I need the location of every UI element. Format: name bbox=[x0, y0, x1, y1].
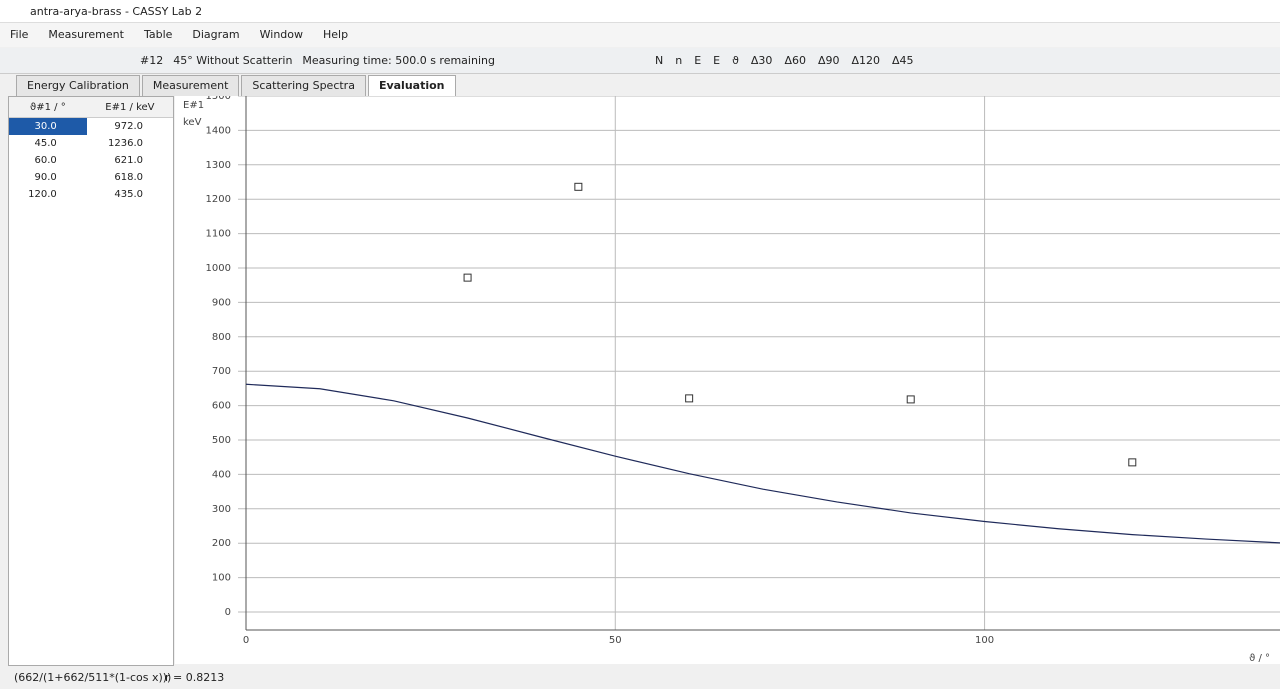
x-tick-label: 50 bbox=[609, 635, 622, 646]
table-panel: ϑ#1 / ° E#1 / keV 30.0 972.0 45.0 1236.0 60.0 6… bbox=[8, 96, 174, 666]
menu-item[interactable]: Diagram bbox=[192, 28, 240, 41]
symbol-button[interactable]: Δ120 bbox=[851, 54, 881, 67]
x-tick-label: 0 bbox=[243, 635, 249, 646]
table-row[interactable]: 45.0 1236.0 bbox=[9, 135, 173, 152]
data-point bbox=[906, 395, 915, 404]
menu-item[interactable]: Help bbox=[323, 28, 349, 41]
symbol-button[interactable]: N bbox=[654, 54, 664, 67]
tab[interactable]: Measurement bbox=[141, 75, 240, 96]
tab[interactable]: Evaluation bbox=[367, 75, 456, 96]
table-cell: 30.0 bbox=[9, 117, 87, 135]
data-point bbox=[463, 273, 472, 282]
x-tick-label: 100 bbox=[975, 635, 994, 646]
window-title: antra-arya-brass - CASSY Lab 2 bbox=[30, 5, 203, 18]
symbol-button[interactable]: Δ30 bbox=[750, 54, 773, 67]
tab[interactable]: Scattering Spectra bbox=[241, 75, 366, 96]
data-point bbox=[574, 182, 583, 191]
table-cell: 120.0 bbox=[28, 189, 57, 200]
table-cell: 972.0 bbox=[114, 121, 143, 132]
y-tick-label: 1200 bbox=[206, 194, 231, 205]
y-tick-label: 1300 bbox=[206, 160, 231, 171]
symbol-button[interactable]: Δ90 bbox=[817, 54, 840, 67]
y-tick-label: 1100 bbox=[206, 229, 231, 240]
column-header: E#1 / keV bbox=[86, 97, 173, 118]
table-cell: 621.0 bbox=[114, 155, 143, 166]
table-cell: 435.0 bbox=[114, 189, 143, 200]
symbol-button[interactable]: Δ60 bbox=[784, 54, 806, 67]
table-cell: 60.0 bbox=[34, 155, 57, 166]
y-tick-label: 600 bbox=[212, 401, 231, 412]
menu-bar: File Measurement Table Diagram Window Help bbox=[0, 23, 1280, 47]
measurement-select[interactable]: #12 bbox=[140, 54, 164, 67]
table-cell: 1236.0 bbox=[108, 138, 143, 149]
tab[interactable]: Energy Calibration bbox=[16, 75, 140, 96]
title-bar: antra-arya-brass - CASSY Lab 2 bbox=[0, 0, 1280, 23]
menu-item[interactable]: Table bbox=[143, 28, 173, 41]
status-bar: (662/(1+662/511*(1-cos x))) r = 0.8213 bbox=[0, 666, 1280, 689]
correlation: r = 0.8213 bbox=[165, 671, 225, 684]
data-point bbox=[1128, 458, 1137, 467]
symbol-button[interactable]: n bbox=[675, 54, 683, 67]
symbol-button[interactable]: ϑ bbox=[732, 54, 739, 67]
y-tick-label: 700 bbox=[212, 366, 231, 377]
y-axis-label: E#1 bbox=[183, 100, 204, 111]
timer[interactable]: Measuring time: 500.0 s remaining bbox=[302, 54, 495, 67]
menu-item[interactable]: Window bbox=[259, 28, 304, 41]
table-cell: 618.0 bbox=[114, 172, 143, 183]
data-table: ϑ#1 / ° E#1 / keV 30.0 972.0 45.0 1236.0 60.0 6… bbox=[9, 97, 173, 203]
y-tick-label: 400 bbox=[212, 469, 231, 480]
x-axis-label: ϑ / ° bbox=[1249, 653, 1270, 664]
table-cell: 90.0 bbox=[34, 172, 57, 183]
table-row[interactable]: 60.0 621.0 bbox=[9, 152, 173, 169]
menu-item[interactable]: Measurement bbox=[48, 28, 124, 41]
chart: E#1 keV ϑ / ° 01002003004005006007008009… bbox=[175, 96, 1280, 664]
fit-curve bbox=[245, 383, 1280, 544]
y-tick-label: 100 bbox=[212, 573, 231, 584]
series-select[interactable]: 45° Without Scatterin bbox=[173, 54, 293, 67]
y-tick-label: 800 bbox=[212, 332, 231, 343]
toolbar: #12 45° Without Scatterin Measuring time… bbox=[0, 48, 1280, 74]
fit-formula: (662/(1+662/511*(1-cos x))) bbox=[14, 671, 172, 684]
table-row[interactable]: 120.0 435.0 bbox=[9, 186, 173, 203]
y-tick-label: 200 bbox=[212, 538, 231, 549]
menu-item[interactable]: File bbox=[10, 28, 29, 41]
y-tick-label: 900 bbox=[212, 297, 231, 308]
y-tick-label: 1400 bbox=[206, 125, 231, 136]
table-row[interactable]: 30.0 972.0 bbox=[9, 117, 173, 135]
table-row[interactable]: 90.0 618.0 bbox=[9, 169, 173, 186]
symbol-button[interactable]: E bbox=[713, 54, 721, 67]
y-tick-label: 1500 bbox=[206, 96, 231, 102]
y-tick-label: 300 bbox=[212, 504, 231, 515]
y-axis-unit: keV bbox=[183, 117, 202, 128]
tab-bar: Energy Calibration Measurement Scattering … bbox=[0, 75, 1280, 96]
symbol-button[interactable]: Δ45 bbox=[892, 54, 914, 67]
y-tick-label: 1000 bbox=[206, 263, 231, 274]
y-tick-label: 500 bbox=[212, 435, 231, 446]
column-header: ϑ#1 / ° bbox=[9, 97, 87, 118]
symbol-button[interactable]: E bbox=[694, 54, 702, 67]
y-tick-label: 0 bbox=[225, 607, 231, 618]
table-cell: 45.0 bbox=[34, 138, 57, 149]
data-point bbox=[685, 394, 694, 403]
